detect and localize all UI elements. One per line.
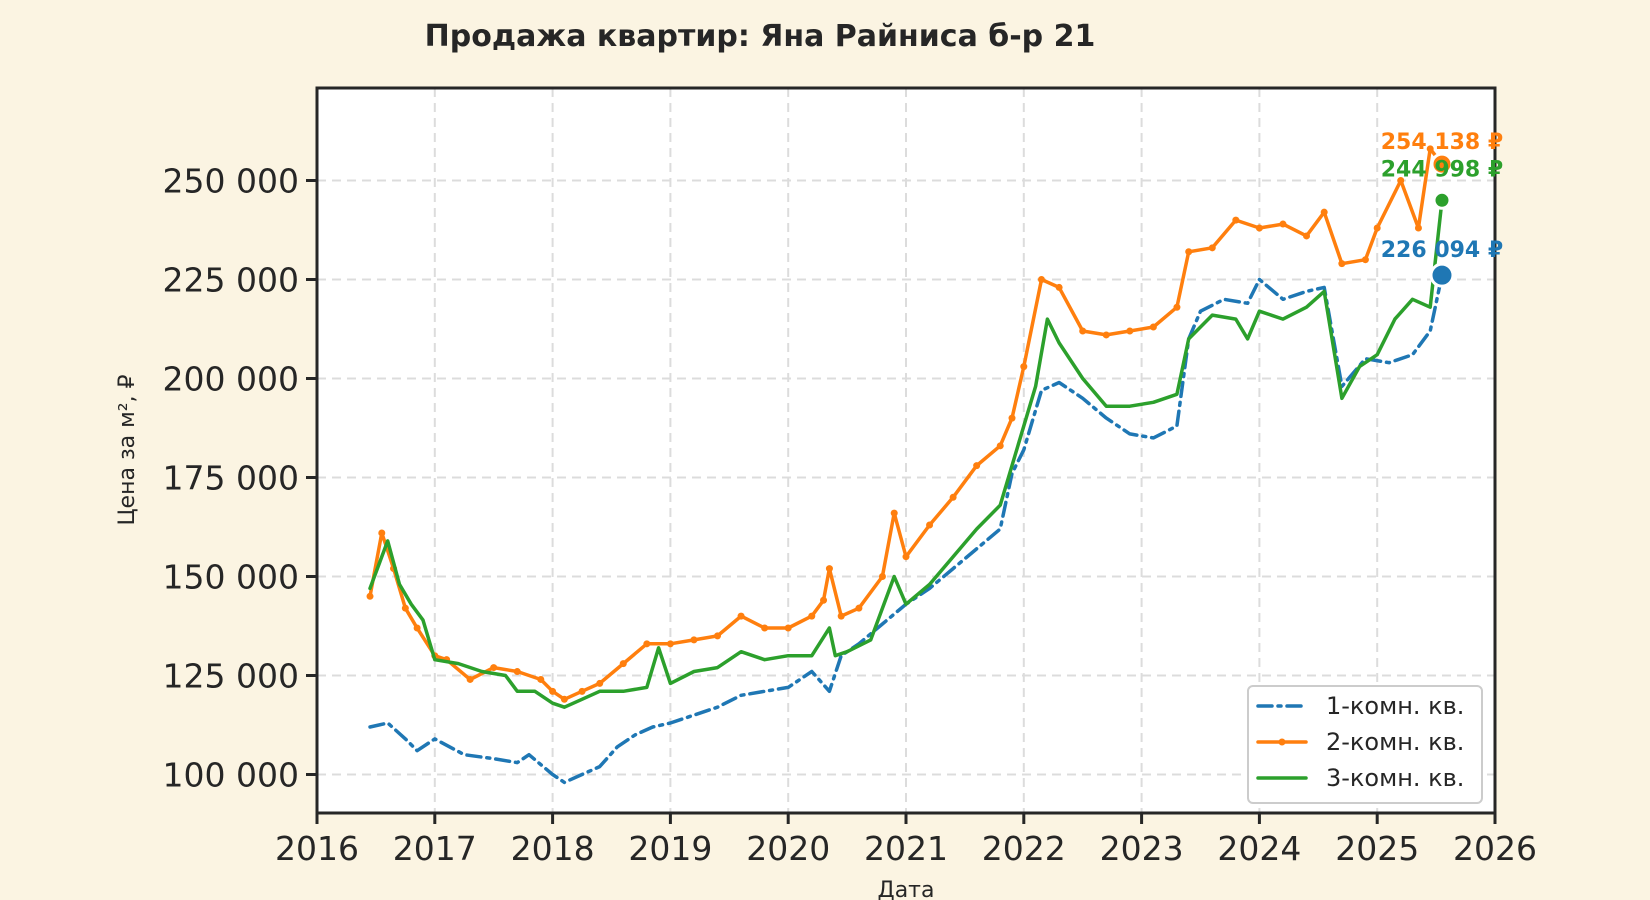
series-2-marker	[690, 636, 698, 644]
y-tick-label-5: 225 000	[163, 261, 299, 300]
series-2-marker	[1208, 244, 1216, 252]
series-2-marker	[466, 675, 474, 683]
series-2-marker	[560, 695, 568, 703]
series-2-marker	[926, 521, 934, 529]
x-tick-label-8: 2024	[1217, 829, 1301, 868]
series-2-marker	[1020, 363, 1028, 371]
x-tick-label-2: 2018	[511, 829, 595, 868]
series-2-marker	[902, 553, 910, 561]
x-axis: 2016 2017 2018 2019 2020 2021 2022 2023 2024 2025…	[275, 813, 1537, 868]
end-marker-3	[1432, 190, 1452, 210]
x-tick-label-7: 2023	[1100, 829, 1184, 868]
series-2-marker	[666, 640, 674, 648]
series-2-marker	[1037, 276, 1045, 283]
x-tick-label-3: 2019	[628, 829, 712, 868]
series-2-marker	[825, 565, 833, 573]
x-tick-label-0: 2016	[275, 829, 359, 868]
legend-label-2: 2-комн. кв.	[1326, 728, 1464, 756]
series-2-marker	[855, 604, 863, 612]
end-label-1: 226 094 ₽	[1381, 238, 1503, 263]
series-2-marker	[761, 624, 769, 632]
legend-label-3: 3-комн. кв.	[1326, 764, 1464, 792]
x-tick-label-10: 2026	[1453, 829, 1537, 868]
series-2-marker	[1397, 177, 1405, 184]
series-2-marker	[1173, 303, 1181, 311]
chart-title: Продажа квартир: Яна Райниса б-р 21	[425, 19, 1096, 54]
series-2-marker	[714, 632, 722, 640]
y-tick-label-0: 100 000	[163, 756, 299, 795]
series-2-marker	[1361, 256, 1369, 264]
end-marker-1	[1429, 262, 1455, 288]
series-2-marker	[1185, 248, 1193, 256]
y-axis-label: Цена за м², ₽	[115, 374, 140, 525]
series-line-3	[368, 198, 1444, 709]
y-tick-label-1: 125 000	[163, 657, 299, 696]
series-2-marker	[737, 612, 745, 620]
series-2-marker	[537, 675, 545, 683]
series-2-marker	[1232, 216, 1240, 224]
x-axis-label: Дата	[878, 878, 935, 900]
series-2-marker	[366, 592, 374, 600]
series-2-marker	[837, 612, 845, 620]
series-2-marker	[578, 687, 586, 695]
series-2-marker	[490, 664, 498, 672]
series-2-marker	[549, 687, 557, 695]
series-2-marker	[890, 509, 898, 517]
series-2-marker	[949, 493, 957, 501]
series-2-marker	[1055, 283, 1063, 291]
series-2-marker	[808, 612, 816, 620]
series-2-marker	[996, 442, 1004, 450]
y-tick-label-6: 250 000	[163, 162, 299, 201]
x-tick-label-9: 2025	[1335, 829, 1419, 868]
x-tick-label-6: 2022	[982, 829, 1066, 868]
legend-marker-2	[1278, 738, 1286, 746]
y-tick-label-4: 200 000	[163, 360, 299, 399]
series-line-2	[368, 147, 1444, 702]
series-2-marker	[513, 668, 521, 676]
series-layer	[366, 145, 1446, 785]
series-2-marker	[1414, 224, 1422, 232]
series-2-marker	[1303, 232, 1311, 240]
series-2-marker	[619, 660, 627, 668]
series-2-marker	[1255, 224, 1263, 232]
series-2-marker	[1426, 145, 1434, 153]
end-label-2: 254 138 ₽	[1381, 130, 1503, 155]
series-2-marker	[1149, 323, 1157, 331]
series-2-marker	[378, 529, 386, 537]
series-2-marker	[1079, 327, 1087, 335]
series-2-marker	[1008, 414, 1016, 422]
series-2-marker	[1373, 224, 1381, 232]
end-labels: 226 094 ₽ 254 138 ₽244 998 ₽	[1381, 130, 1503, 288]
legend-label-1: 1-комн. кв.	[1326, 692, 1464, 720]
end-marker-2	[1430, 152, 1454, 176]
series-2-marker	[878, 573, 886, 580]
y-tick-label-2: 150 000	[163, 558, 299, 597]
series-2-marker	[1338, 260, 1346, 268]
series-2-marker	[1102, 331, 1110, 339]
series-2-marker	[413, 624, 421, 632]
x-tick-label-4: 2020	[746, 829, 830, 868]
x-tick-label-1: 2017	[393, 829, 477, 868]
series-2-marker	[784, 624, 792, 632]
series-2-marker	[820, 596, 828, 604]
series-2-marker	[596, 679, 604, 687]
series-2-marker	[401, 604, 409, 612]
legend-box	[1247, 685, 1483, 804]
series-2-marker	[1320, 208, 1328, 216]
end-label-3: 244 998 ₽	[1381, 157, 1503, 182]
y-axis: 100 000 125 000 150 000 175 000 200 000 225 0…	[163, 162, 317, 795]
series-2-marker	[973, 462, 981, 470]
series-2-marker	[643, 640, 651, 648]
x-tick-label-5: 2021	[864, 829, 948, 868]
series-2-marker	[1126, 327, 1134, 335]
legend: 1-комн. кв. 2-комн. кв. 3-комн. кв.	[1247, 685, 1483, 804]
y-tick-label-3: 175 000	[163, 459, 299, 498]
series-2-marker	[1279, 220, 1287, 228]
